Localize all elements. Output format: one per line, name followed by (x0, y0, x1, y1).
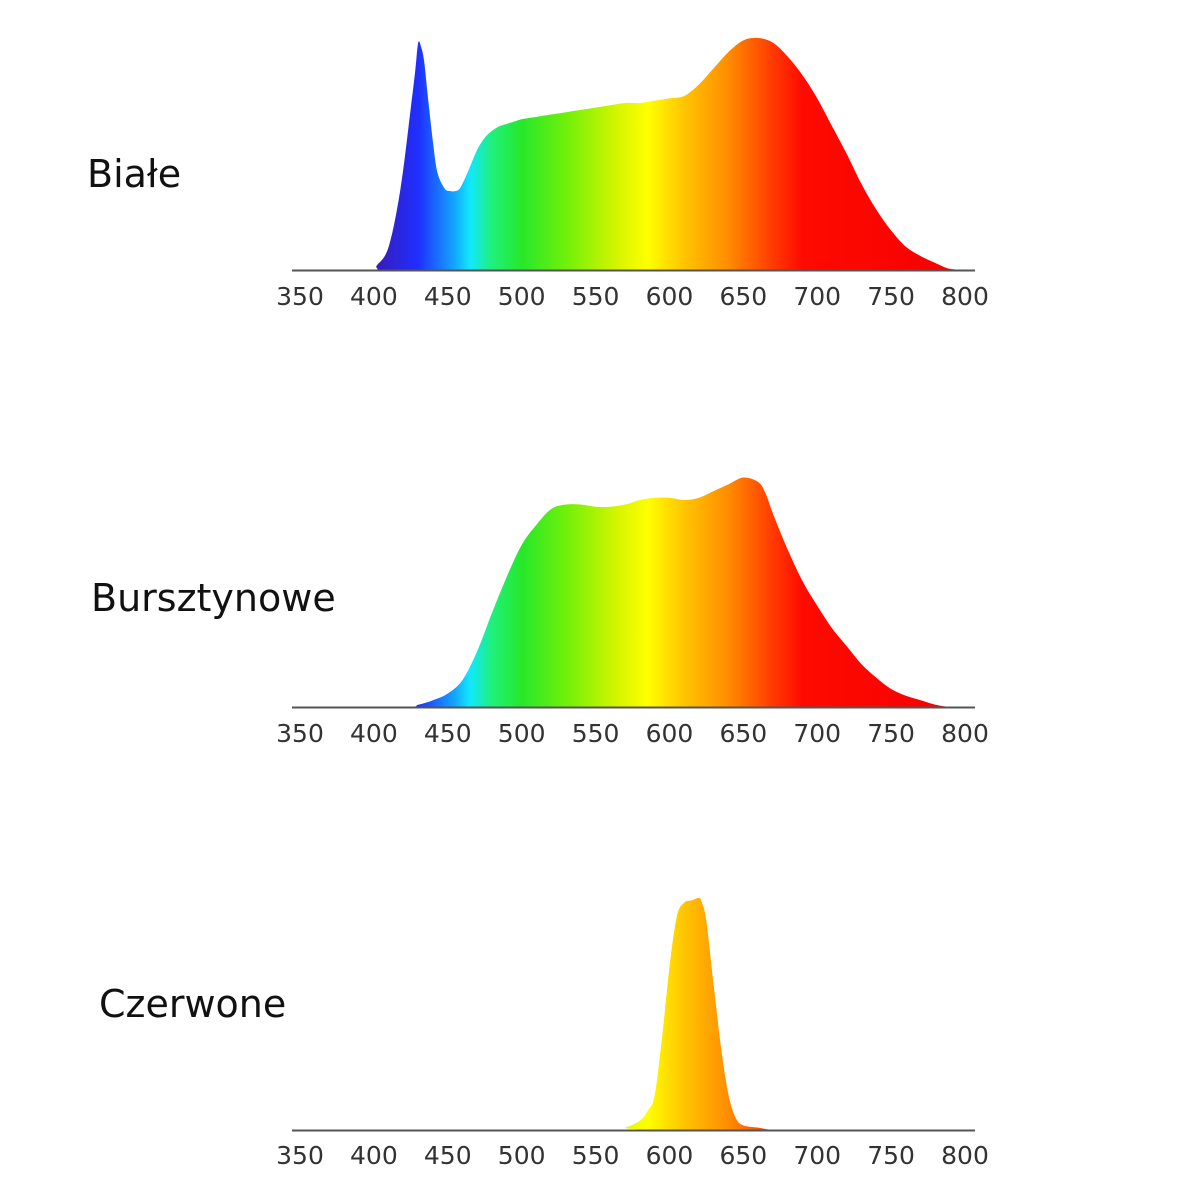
x-tick-label: 450 (424, 1141, 472, 1170)
spectrum-chart: 350 400 450 500 550 600 650 700 750 800 (276, 37, 989, 311)
x-tick-label: 650 (719, 282, 767, 311)
x-tick-label: 550 (572, 1141, 620, 1170)
spectrum-chart: 350 400 450 500 550 600 650 700 750 800 (276, 897, 989, 1170)
x-tick-label: 550 (572, 282, 620, 311)
x-tick-label: 750 (867, 282, 915, 311)
x-tick-label: 800 (941, 1141, 989, 1170)
x-tick-label: 350 (276, 282, 324, 311)
panel-label: Bursztynowe (91, 576, 336, 620)
x-tick-label: 550 (572, 719, 620, 748)
x-tick-label: 700 (793, 719, 841, 748)
x-tick-label: 650 (719, 719, 767, 748)
panel-label: Białe (87, 152, 182, 196)
x-tick-label: 400 (350, 282, 398, 311)
spectrum-area (300, 897, 965, 1130)
panel-label: Czerwone (99, 982, 287, 1026)
spectrum-panel-red: Czerwone 350 400 450 500 550 600 650 700 750 800 (0, 840, 1200, 1200)
x-tick-label: 450 (424, 719, 472, 748)
x-tick-label: 800 (941, 282, 989, 311)
x-tick-label: 700 (793, 282, 841, 311)
x-tick-label: 500 (498, 282, 546, 311)
spectrum-panel-amber: Bursztynowe 350 400 450 500 550 600 650 700 750 8… (0, 420, 1200, 760)
x-tick-label: 400 (350, 719, 398, 748)
x-tick-label: 800 (941, 719, 989, 748)
spectrum-panel-white: Białe 350 400 450 500 550 600 650 700 750 800 (0, 0, 1200, 330)
x-tick-label: 500 (498, 719, 546, 748)
x-tick-label: 750 (867, 1141, 915, 1170)
x-tick-label: 500 (498, 1141, 546, 1170)
x-tick-label: 350 (276, 1141, 324, 1170)
x-tick-label: 700 (793, 1141, 841, 1170)
spectrum-chart: 350 400 450 500 550 600 650 700 750 800 (276, 477, 989, 748)
x-tick-label: 750 (867, 719, 915, 748)
spectrum-area (300, 477, 965, 707)
x-tick-label: 650 (719, 1141, 767, 1170)
spectrum-area (300, 37, 965, 270)
x-tick-label: 350 (276, 719, 324, 748)
x-tick-label: 600 (646, 282, 694, 311)
x-tick-label: 600 (646, 1141, 694, 1170)
x-tick-label: 450 (424, 282, 472, 311)
x-tick-label: 400 (350, 1141, 398, 1170)
x-tick-label: 600 (646, 719, 694, 748)
